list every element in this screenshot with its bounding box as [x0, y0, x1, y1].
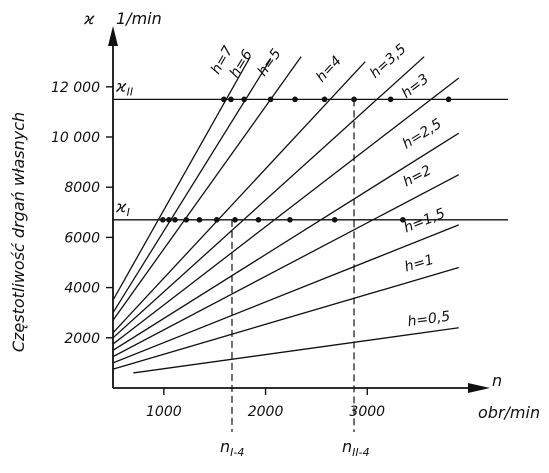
- series-line: [112, 77, 460, 345]
- x-axis-symbol: n: [492, 371, 502, 390]
- series-line: [112, 61, 366, 334]
- series-label: h=1: [403, 252, 436, 276]
- series-line: [112, 58, 272, 314]
- y-tick-label: 6000: [64, 230, 100, 246]
- intersection-point: [387, 96, 394, 103]
- y-axis-arrow: [108, 26, 118, 46]
- intersection-point: [166, 217, 172, 223]
- series-line: [112, 56, 425, 339]
- intersection-point: [241, 96, 247, 103]
- reference-line-label: ϰII: [115, 76, 133, 98]
- series-line: [112, 132, 460, 351]
- marker-label: nI-4: [220, 437, 244, 459]
- intersection-point: [232, 217, 238, 223]
- intersection-point: [183, 217, 190, 223]
- intersection-point: [160, 217, 166, 223]
- marker-label: nII-4: [342, 437, 370, 459]
- intersection-point: [213, 217, 220, 223]
- intersection-point: [267, 96, 274, 103]
- x-axis-arrow: [468, 383, 490, 393]
- y-axis-title: Częstotliwość drgań własnych: [9, 112, 28, 352]
- intersection-point: [351, 96, 357, 103]
- series-label: h=0,5: [407, 308, 452, 330]
- series-line: [112, 56, 302, 321]
- intersection-point: [292, 96, 298, 103]
- series-line: [133, 327, 459, 374]
- x-axis-unit: obr/min: [478, 403, 540, 422]
- y-tick-label: 8000: [64, 180, 100, 196]
- series-line: [112, 266, 459, 370]
- y-tick-label: 4000: [64, 281, 100, 297]
- y-tick-label: 12 000: [51, 80, 100, 96]
- intersection-point: [445, 96, 452, 103]
- series-line: [112, 174, 460, 358]
- y-tick-label: 10 000: [51, 130, 100, 146]
- reference-line-label: ϰI: [115, 197, 130, 219]
- intersection-point: [221, 96, 227, 103]
- intersection-point: [228, 96, 234, 103]
- intersection-point: [196, 217, 203, 223]
- x-tick-label: 1000: [146, 404, 182, 420]
- intersection-point: [255, 217, 262, 223]
- series-label: h=4: [313, 53, 345, 86]
- intersection-point: [287, 217, 293, 223]
- y-axis-unit: 1/min: [116, 9, 162, 28]
- intersection-point: [400, 217, 406, 223]
- series-label: h=5: [255, 46, 285, 79]
- x-tick-label: 3000: [349, 404, 385, 420]
- intersection-point: [172, 217, 178, 223]
- x-tick-label: 2000: [248, 404, 284, 420]
- y-axis-symbol: ϰ: [83, 9, 95, 28]
- series-line: [112, 56, 251, 301]
- intersection-point: [321, 96, 328, 103]
- y-tick-label: 2000: [64, 331, 100, 347]
- series-line: [112, 224, 460, 364]
- intersection-point: [331, 217, 338, 223]
